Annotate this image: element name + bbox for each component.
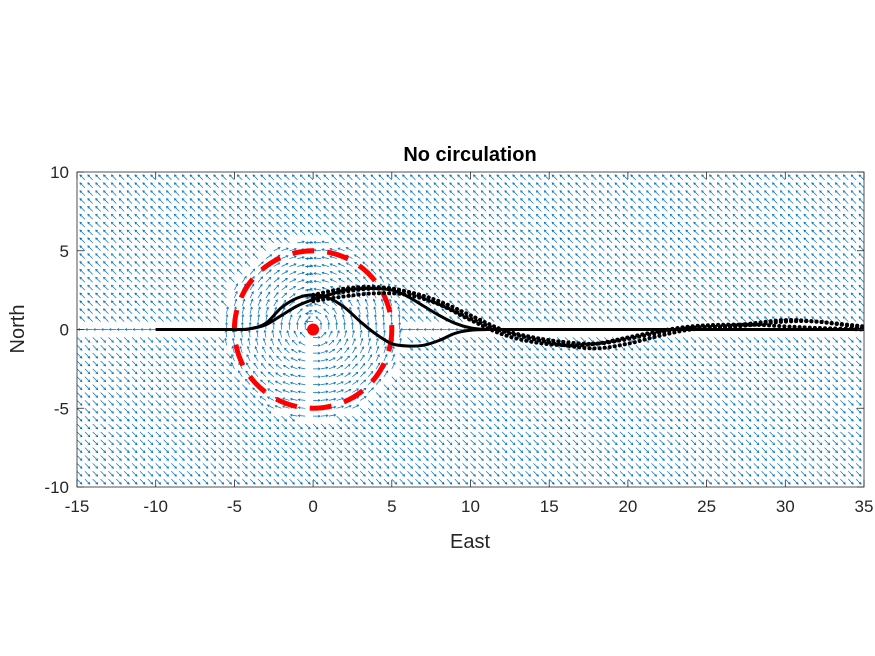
x-tick-label: 35 (855, 497, 874, 516)
x-tick-label: 30 (776, 497, 795, 516)
quiver-shafts (77, 172, 864, 487)
x-tick-label: 25 (697, 497, 716, 516)
y-axis-label: North (7, 305, 29, 354)
x-tick-label: -10 (143, 497, 168, 516)
x-tick-label: -15 (65, 497, 90, 516)
y-tick-label: -10 (44, 478, 69, 497)
trajectory-dotted-5 (311, 286, 864, 346)
quiver-heads (77, 174, 862, 485)
chart-title: No circulation (403, 144, 536, 166)
y-tick-label: 0 (60, 321, 69, 340)
vortex-center-marker (307, 323, 320, 336)
y-tick-label: 10 (50, 163, 69, 182)
x-tick-label: 5 (387, 497, 396, 516)
x-tick-label: 15 (540, 497, 559, 516)
x-tick-label: 20 (618, 497, 637, 516)
x-tick-label: -5 (227, 497, 242, 516)
x-axis-label: East (450, 531, 490, 553)
y-tick-label: -5 (54, 399, 69, 418)
y-ticks: 10 5 0 -5 -10 (44, 163, 864, 497)
x-ticks: -15 -10 -5 0 5 10 15 20 25 30 35 (65, 172, 874, 516)
y-tick-label: 5 (60, 242, 69, 261)
trajectory-series (155, 284, 864, 351)
axes-box (76, 171, 865, 488)
x-tick-label: 0 (308, 497, 317, 516)
x-tick-label: 10 (461, 497, 480, 516)
vector-field (77, 172, 864, 487)
